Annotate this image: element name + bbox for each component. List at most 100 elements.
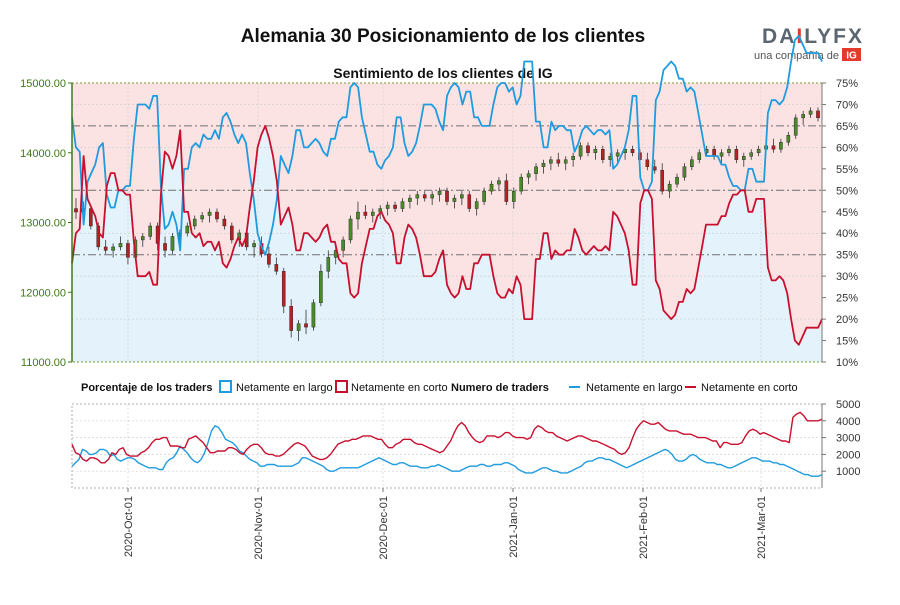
short-traders-line xyxy=(71,411,823,464)
price-tick-label: 14000.00 xyxy=(20,148,66,160)
percent-tick-label: 35% xyxy=(836,250,858,262)
candle-body xyxy=(779,142,783,150)
candle-body xyxy=(474,201,479,209)
candle-body xyxy=(511,190,516,202)
candle-body xyxy=(304,323,308,328)
candle-body xyxy=(326,257,331,272)
legend-label-long-percent: Netamente en largo xyxy=(236,382,333,394)
candle-body xyxy=(148,225,153,237)
candle-body xyxy=(660,169,664,192)
candle-body xyxy=(556,159,561,164)
legend-label-short-traders: Netamente en corto xyxy=(701,382,798,394)
candle-body xyxy=(793,117,798,136)
logo-letter: Y xyxy=(817,25,833,48)
candle-body xyxy=(111,246,115,251)
candle-body xyxy=(118,243,123,248)
legend-label-short-percent: Netamente en corto xyxy=(351,382,448,394)
candle-body xyxy=(630,149,635,153)
candle-body xyxy=(801,114,805,119)
percent-tick-label: 30% xyxy=(836,271,858,283)
candle-body xyxy=(526,173,531,178)
candle-body xyxy=(215,211,219,220)
candle-body xyxy=(675,176,679,185)
traders-tick-label: 3000 xyxy=(836,433,860,445)
logo-letter: F xyxy=(833,25,848,48)
candle-body xyxy=(549,159,553,164)
candle-body xyxy=(504,180,509,202)
candle-body xyxy=(727,149,731,153)
long-percent-line xyxy=(71,34,823,256)
traders-tick-label: 2000 xyxy=(836,449,860,461)
candle-body xyxy=(534,166,538,174)
candle-body xyxy=(185,225,190,234)
candle-body xyxy=(170,236,175,251)
percent-tick-label: 45% xyxy=(836,207,858,219)
legend-title-percent: Porcentaje de los traders xyxy=(81,382,212,394)
percent-tick-label: 75% xyxy=(836,78,858,90)
long-zone-area xyxy=(72,125,822,363)
candle-body xyxy=(163,243,167,251)
candle-body xyxy=(89,208,93,227)
candle-body xyxy=(274,264,279,272)
logo-letter: L xyxy=(804,25,817,48)
candle-body xyxy=(126,243,130,258)
candle-body xyxy=(207,211,212,216)
price-tick-label: 13000.00 xyxy=(20,218,66,230)
candle-body xyxy=(682,166,687,178)
candle-body xyxy=(356,211,360,220)
legend-title-traders: Numero de traders xyxy=(451,382,549,394)
traders-tick-label: 4000 xyxy=(836,416,860,428)
candle-body xyxy=(519,176,523,192)
percent-tick-label: 15% xyxy=(836,336,858,348)
legend-label-long-traders: Netamente en largo xyxy=(586,382,683,394)
price-tick-label: 15000.00 xyxy=(20,78,66,90)
candle-body xyxy=(430,194,434,199)
candle-body xyxy=(690,159,694,167)
percent-tick-label: 50% xyxy=(836,185,858,197)
candle-body xyxy=(200,215,204,220)
logo-letter: A xyxy=(779,25,796,48)
candle-body xyxy=(697,152,702,160)
legend-swatch-short-percent xyxy=(335,380,348,393)
candle-body xyxy=(415,194,420,199)
candle-body xyxy=(445,190,449,202)
percent-tick-label: 10% xyxy=(836,357,858,369)
candle-body xyxy=(808,110,813,115)
main-chart-title: Sentimiento de los clientes de IG xyxy=(333,65,552,81)
candle-body xyxy=(749,152,754,157)
candle-body xyxy=(734,149,739,160)
candle-body xyxy=(756,149,761,153)
candle-body xyxy=(311,302,316,328)
x-tick-label: 2020-Oct-01 xyxy=(123,496,135,557)
candle-body xyxy=(281,271,286,307)
logo-tagline: una compañía de xyxy=(754,50,839,62)
candle-body xyxy=(771,145,776,150)
candle-body xyxy=(385,204,390,209)
candle-body xyxy=(571,156,575,160)
x-tick-label: 2020-Dec-01 xyxy=(378,496,390,560)
candle-body xyxy=(192,218,197,227)
candle-body xyxy=(140,236,145,241)
candle-body xyxy=(667,183,672,192)
long-traders-line xyxy=(71,425,823,477)
dailyfx-logo: DAILYFX una compañía de IG xyxy=(754,25,864,62)
candle-body xyxy=(541,163,546,167)
candle-body xyxy=(400,201,405,209)
candle-body xyxy=(460,194,464,199)
candle-body xyxy=(437,190,442,195)
candle-body xyxy=(615,152,620,157)
candle-body xyxy=(497,180,501,185)
logo-wordmark: DAILYFX xyxy=(762,25,864,48)
candle-body xyxy=(422,194,427,199)
candle-body xyxy=(296,323,301,331)
candle-body xyxy=(103,246,108,251)
candle-body xyxy=(74,208,78,213)
x-tick-label: 2021-Jan-01 xyxy=(508,496,520,558)
candle-body xyxy=(816,110,820,119)
candle-body xyxy=(652,166,657,171)
candle-body xyxy=(230,225,234,241)
candle-body xyxy=(408,197,412,202)
logo-ig-text: IG xyxy=(846,51,857,62)
traders-tick-label: 5000 xyxy=(836,399,860,411)
